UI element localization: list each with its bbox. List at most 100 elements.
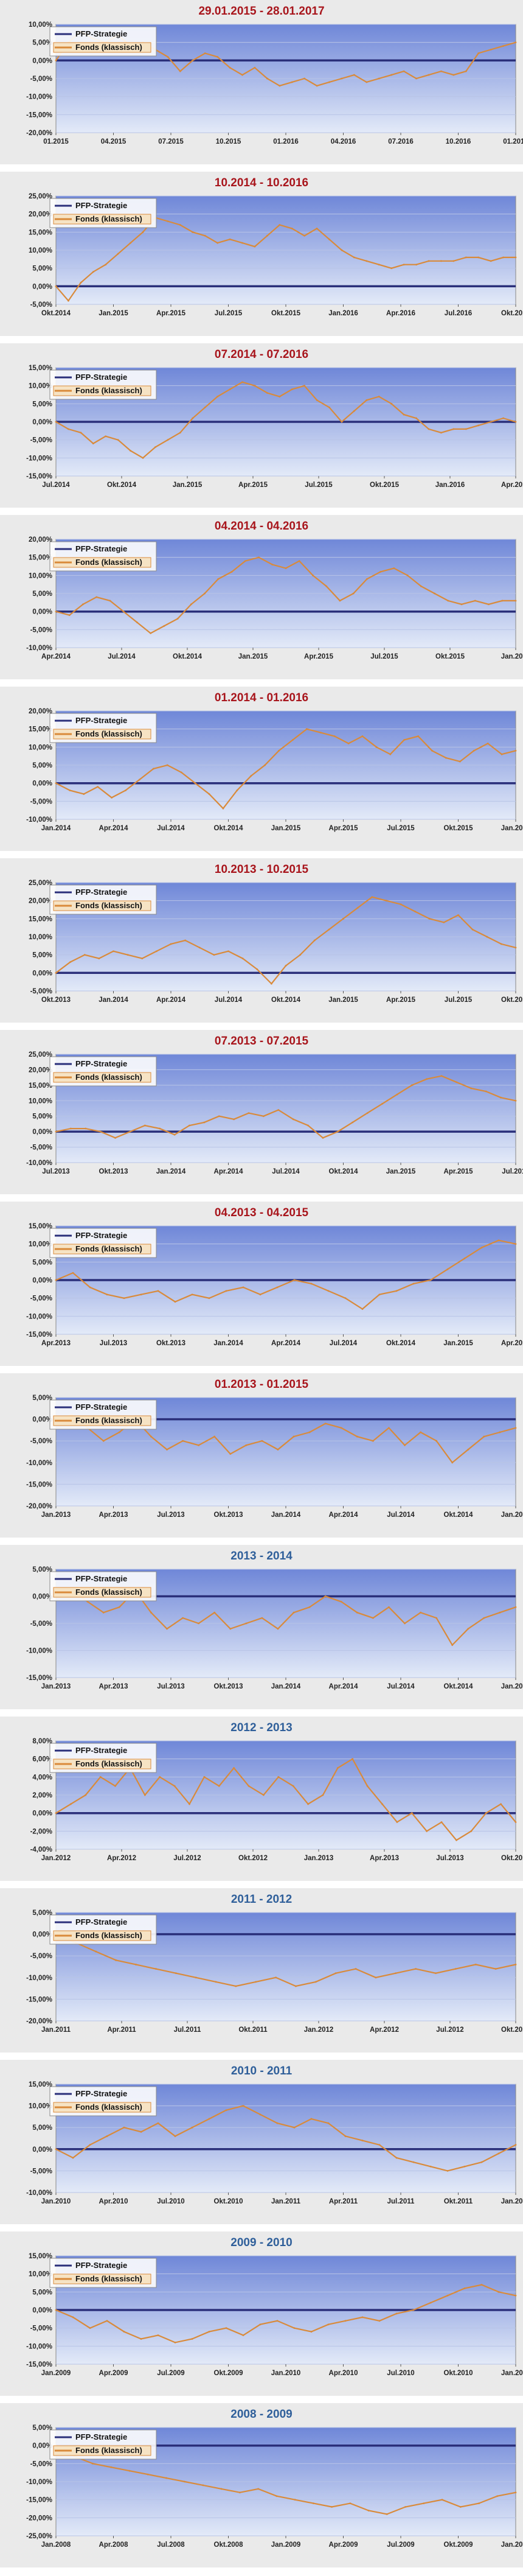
y-tick-label: 10,00% [29,247,52,254]
x-tick-label: 07.2015 [158,138,184,145]
series-point-fund [514,1964,517,1965]
series-point-fund [310,2118,313,2120]
legend-entry-label: Fonds (klassisch) [75,901,142,910]
series-point-fund [415,77,417,80]
legend: PFP-Strategie Fonds (klassisch) [49,2429,157,2460]
y-tick-label: -20,00% [26,2515,52,2522]
series-point-fund [415,264,417,266]
x-tick-label: 10.2016 [446,138,471,145]
series-point-fund [203,1776,206,1778]
series-point-fund [174,2342,176,2343]
series-point-fund [55,1130,57,1133]
y-tick-label: -5,00% [30,2168,52,2175]
legend-highlight [53,900,151,911]
series-point-fund [341,421,343,423]
y-tick-label: -15,00% [26,2497,52,2504]
series-point-fund [477,52,480,54]
series-point-fund [455,1081,457,1083]
y-tick-label: -15,00% [26,1996,52,2003]
series-point-fund [233,1767,235,1769]
series-point-fund [349,2502,352,2504]
x-tick-label: Jan.2016 [435,481,465,489]
x-tick-label: Apr.2015 [444,1168,474,1175]
series-point-fund [191,1293,193,1296]
legend-entry-label: PFP-Strategie [75,1402,127,1412]
chart-title: 07.2013 - 07.2015 [215,1035,309,1048]
y-tick-label: -15,00% [26,473,52,480]
x-tick-label: Okt.2015 [271,310,301,317]
series-line-fund [55,728,516,810]
series-point-fund [395,2312,398,2315]
series-point-fund [89,1286,91,1289]
series-point-fund [123,1297,125,1300]
series-point-fund [144,1124,146,1127]
series-point-fund [166,764,168,766]
series-point-fund [291,388,293,390]
x-tick-label: Jan.2015 [501,1683,523,1690]
line-chart: 2013 - 2014 5,00% 0,00% -5,00% -10,00% -15,00… [26,1550,523,1690]
series-point-fund [455,1839,457,1841]
series-point-fund [225,2109,227,2112]
series-point-fund [109,600,111,602]
legend-entry-label: PFP-Strategie [75,1574,127,1583]
chart-title: 01.2013 - 01.2015 [215,1378,309,1391]
series-point-fund [92,443,94,444]
y-tick-label: 15,00% [29,2253,52,2260]
legend-entry-label: PFP-Strategie [75,716,127,725]
series-point-fund [514,1099,517,1102]
series-point-fund [333,735,336,737]
x-tick-label: Jul.2013 [436,1855,463,1862]
legend: PFP-Strategie Fonds (klassisch) [49,369,157,400]
series-point-fund [314,1981,317,1983]
series-point-fund [275,2495,278,2497]
series-point-fund [294,2499,296,2501]
y-tick-label: 5,00% [32,265,52,273]
series-point-fund [68,614,71,616]
series-point-fund [69,1803,72,1805]
series-point-fund [494,1968,497,1970]
x-tick-label: Jan.2013 [41,1683,71,1690]
y-tick-label: -15,00% [26,111,52,119]
chart-panel: 04.2013 - 04.2015 15,00% 10,00% 5,00% 0,00% -… [0,1202,523,1367]
series-point-fund [142,457,144,459]
x-tick-label: Jan.2010 [501,2541,523,2549]
legend-entry-label: PFP-Strategie [75,2432,127,2441]
series-point-fund [353,74,355,76]
x-tick-label: Okt.2014 [41,310,71,317]
series-point-fund [514,749,517,752]
y-tick-label: -10,00% [26,94,52,101]
series-point-fund [305,728,308,730]
series-point-fund [342,917,344,920]
x-tick-label: Jul.2014 [387,1683,415,1690]
series-point-fund [55,1279,57,1281]
series-point-fund [99,1776,102,1778]
series-point-fund [344,2135,347,2137]
x-tick-label: Jan.2010 [271,2370,301,2377]
x-tick-label: Okt.2010 [214,2198,243,2205]
y-tick-label: 0,00% [32,419,52,426]
legend: PFP-Strategie Fonds (klassisch) [49,1914,157,1945]
series-point-fund [140,1293,142,1296]
series-point-fund [159,1776,161,1778]
legend: PFP-Strategie Fonds (klassisch) [49,541,157,572]
legend-entry-label: PFP-Strategie [75,1059,127,1068]
series-point-fund [353,410,355,412]
x-tick-label: Okt.2009 [214,2370,243,2377]
chart-panel: 29.01.2015 - 28.01.2017 10,00% 5,00% 0,00% -… [0,0,523,166]
chart-panel: 01.2013 - 01.2015 5,00% 0,00% -5,00% -10,00%… [0,1373,523,1539]
x-tick-label: Jan.2015 [271,825,301,832]
series-point-fund [259,1293,262,1296]
series-point-fund [361,2316,364,2319]
series-point-fund [292,1785,294,1787]
series-point-fund [435,1617,438,1619]
series-point-fund [452,260,455,262]
series-point-fund [165,2477,167,2479]
series-point-fund [166,1449,168,1451]
series-point-fund [213,1611,216,1614]
series-point-fund [163,625,165,627]
series-point-fund [242,2334,244,2336]
legend-entry-label: Fonds (klassisch) [75,386,142,395]
x-tick-label: Apr.2014 [329,1511,359,1519]
series-point-fund [429,2301,432,2304]
x-tick-label: Jan.2009 [41,2370,71,2377]
